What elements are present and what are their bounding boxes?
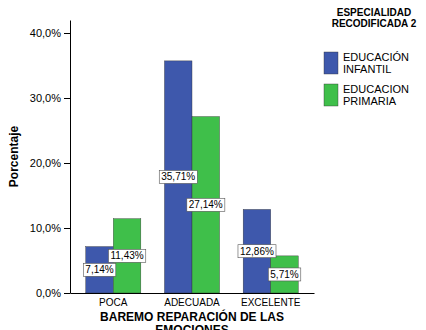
y-axis-title: Porcentaje xyxy=(7,125,21,187)
text-line: BAREMO REPARACIÓN DE LAS xyxy=(100,309,284,324)
data-label-text: 35,71% xyxy=(161,171,195,182)
chart: 0,0% 10,0% 20,0% 30,0% 40,0% POCA ADECUADA EXCE… xyxy=(0,0,426,330)
legend-entry: EDUCACIÓNINFANTIL xyxy=(343,51,409,75)
label-box xyxy=(159,170,197,183)
tick: 0,0% xyxy=(36,287,70,299)
label-box xyxy=(268,268,300,281)
text-line: ESPECIALIDAD xyxy=(337,7,411,18)
x-axis-title: BAREMO REPARACIÓN DE LASEMOCIONES xyxy=(100,309,284,330)
tick-label: EXCELENTE xyxy=(241,297,301,308)
data-label-text: 11,43% xyxy=(110,250,143,261)
y-axis: 0,0% 10,0% 20,0% 30,0% 40,0% xyxy=(30,21,71,300)
data-label-text: 7,14% xyxy=(85,264,113,275)
label-box xyxy=(238,245,276,258)
legend-entry: EDUCACIONPRIMARIA xyxy=(343,83,409,107)
tick: ADECUADA xyxy=(164,293,220,308)
text-line: PRIMARIA xyxy=(343,95,397,107)
tick-mark xyxy=(64,98,70,99)
data-label: 12,86% xyxy=(238,245,276,258)
axis-line xyxy=(71,293,315,294)
tick-mark xyxy=(64,293,70,294)
tick-label: 0,0% xyxy=(36,287,61,299)
tick-mark xyxy=(64,33,70,34)
data-label-text: 5,71% xyxy=(270,269,298,280)
data-labels: 7,14% 35,71% 12,86% 11,43% 27,14% 5,71% xyxy=(83,170,300,281)
label-box xyxy=(187,198,225,211)
data-label: 5,71% xyxy=(268,268,300,281)
bar xyxy=(271,256,299,293)
bars xyxy=(86,61,299,293)
legend-title: ESPECIALIDADRECODIFICADA 2 xyxy=(332,7,417,29)
text-line: EDUCACION xyxy=(343,83,409,95)
tick: 10,0% xyxy=(30,222,70,234)
tick: EXCELENTE xyxy=(241,293,301,308)
tick-label: 10,0% xyxy=(30,222,61,234)
tick-label: 40,0% xyxy=(30,27,61,39)
legend: ESPECIALIDADRECODIFICADA 2 EDUCACIÓNINFAN… xyxy=(324,7,417,107)
tick-label: POCA xyxy=(99,297,128,308)
text-line: EMOCIONES xyxy=(155,323,228,330)
axis-line xyxy=(70,21,71,294)
text-line: EDUCACIÓN xyxy=(343,51,409,63)
tick-label: 20,0% xyxy=(30,157,61,169)
tick: POCA xyxy=(99,293,128,308)
text-line: INFANTIL xyxy=(343,63,391,75)
data-label: 27,14% xyxy=(187,198,225,211)
text-line: RECODIFICADA 2 xyxy=(332,18,417,29)
data-label: 7,14% xyxy=(83,263,115,276)
data-label: 35,71% xyxy=(159,170,197,183)
tick: 40,0% xyxy=(30,27,70,39)
data-label: 11,43% xyxy=(108,249,145,262)
legend-swatch xyxy=(324,84,338,106)
tick: 30,0% xyxy=(30,92,70,104)
legend-swatch xyxy=(324,52,338,74)
tick-label: 30,0% xyxy=(30,92,61,104)
tick-mark xyxy=(64,163,70,164)
label-box xyxy=(83,263,115,276)
data-label-text: 27,14% xyxy=(189,199,223,210)
tick-mark xyxy=(64,228,70,229)
data-label-text: 12,86% xyxy=(240,246,274,257)
tick: 20,0% xyxy=(30,157,70,169)
label-box xyxy=(108,249,145,262)
tick-label: ADECUADA xyxy=(164,297,220,308)
x-axis: POCA ADECUADA EXCELENTE xyxy=(71,293,315,308)
